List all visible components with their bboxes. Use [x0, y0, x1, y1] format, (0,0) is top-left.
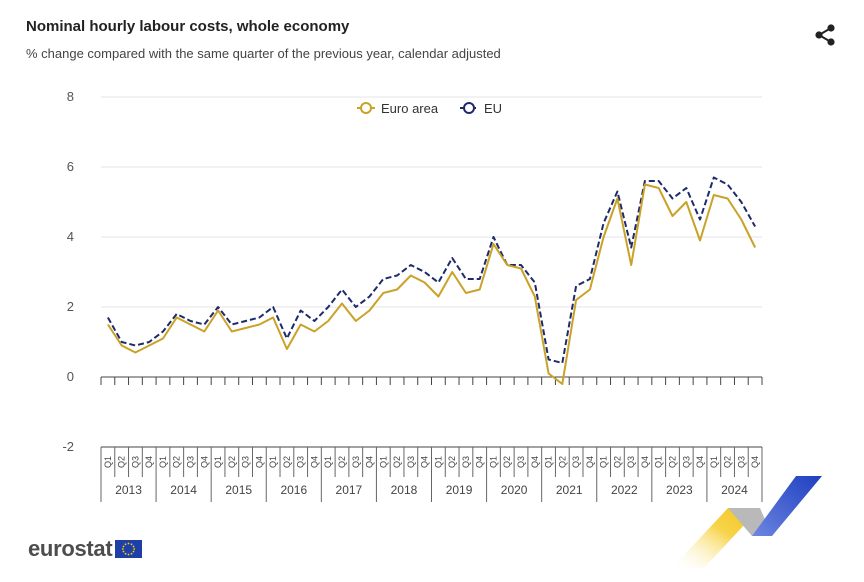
y-tick-label: -2 — [62, 439, 74, 454]
quarter-tick-label: Q1 — [488, 456, 498, 468]
year-tick-label: 2019 — [446, 483, 473, 497]
quarter-tick-label: Q1 — [709, 456, 719, 468]
quarter-tick-label: Q3 — [186, 456, 196, 468]
quarter-tick-label: Q2 — [282, 456, 292, 468]
year-tick-label: 2023 — [666, 483, 693, 497]
year-tick-label: 2015 — [225, 483, 252, 497]
quarter-tick-label: Q2 — [117, 456, 127, 468]
legend-label: EU — [484, 101, 502, 116]
y-tick-label: 2 — [67, 299, 74, 314]
quarter-tick-label: Q4 — [365, 456, 375, 468]
quarter-tick-label: Q3 — [241, 456, 251, 468]
legend-marker — [360, 102, 372, 114]
quarter-tick-label: Q1 — [544, 456, 554, 468]
quarter-tick-label: Q4 — [144, 456, 154, 468]
quarter-tick-label: Q4 — [585, 456, 595, 468]
year-tick-label: 2022 — [611, 483, 638, 497]
quarter-tick-label: Q3 — [296, 456, 306, 468]
quarter-tick-label: Q3 — [461, 456, 471, 468]
quarter-tick-label: Q1 — [378, 456, 388, 468]
quarter-tick-label: Q4 — [530, 456, 540, 468]
quarter-tick-label: Q1 — [268, 456, 278, 468]
quarter-tick-label: Q4 — [199, 456, 209, 468]
quarter-tick-label: Q3 — [406, 456, 416, 468]
quarter-tick-label: Q3 — [351, 456, 361, 468]
series-line-eu — [107, 176, 756, 364]
quarter-tick-label: Q4 — [420, 456, 430, 468]
quarter-tick-label: Q1 — [323, 456, 333, 468]
quarter-tick-label: Q3 — [130, 456, 140, 468]
quarter-tick-label: Q3 — [626, 456, 636, 468]
series-line-euro-area — [107, 183, 756, 385]
quarter-tick-label: Q3 — [736, 456, 746, 468]
quarter-tick-label: Q4 — [750, 456, 760, 468]
quarter-tick-label: Q4 — [640, 456, 650, 468]
y-tick-label: 6 — [67, 159, 74, 174]
y-tick-label: 0 — [67, 369, 74, 384]
quarter-tick-label: Q2 — [723, 456, 733, 468]
quarter-tick-label: Q2 — [612, 456, 622, 468]
quarter-tick-label: Q3 — [516, 456, 526, 468]
logo-text: eurostat — [28, 536, 113, 561]
quarter-tick-label: Q4 — [475, 456, 485, 468]
quarter-tick-label: Q3 — [681, 456, 691, 468]
year-tick-label: 2016 — [280, 483, 307, 497]
quarter-tick-label: Q2 — [502, 456, 512, 468]
quarter-tick-label: Q1 — [654, 456, 664, 468]
y-tick-label: 4 — [67, 229, 74, 244]
quarter-tick-label: Q4 — [695, 456, 705, 468]
quarter-tick-label: Q1 — [158, 456, 168, 468]
y-tick-label: 8 — [67, 89, 74, 104]
year-tick-label: 2017 — [336, 483, 363, 497]
quarter-tick-label: Q2 — [557, 456, 567, 468]
quarter-tick-label: Q1 — [103, 456, 113, 468]
quarter-tick-label: Q2 — [227, 456, 237, 468]
eu-flag-icon — [115, 540, 143, 558]
quarter-tick-label: Q3 — [571, 456, 581, 468]
year-tick-label: 2014 — [170, 483, 197, 497]
quarter-tick-label: Q2 — [667, 456, 677, 468]
year-tick-label: 2024 — [721, 483, 748, 497]
quarter-tick-label: Q2 — [392, 456, 402, 468]
quarter-tick-label: Q2 — [447, 456, 457, 468]
quarter-tick-label: Q4 — [309, 456, 319, 468]
quarter-tick-label: Q1 — [433, 456, 443, 468]
year-tick-label: 2013 — [115, 483, 142, 497]
chart-title: Nominal hourly labour costs, whole econo… — [26, 18, 350, 35]
chart-subtitle: % change compared with the same quarter … — [26, 46, 501, 61]
legend-label: Euro area — [381, 101, 439, 116]
quarter-tick-label: Q2 — [337, 456, 347, 468]
quarter-tick-label: Q1 — [213, 456, 223, 468]
eurostat-logo: eurostat — [28, 536, 143, 562]
year-tick-label: 2021 — [556, 483, 583, 497]
year-tick-label: 2018 — [391, 483, 418, 497]
year-tick-label: 2020 — [501, 483, 528, 497]
legend-marker — [463, 102, 475, 114]
quarter-tick-label: Q4 — [254, 456, 264, 468]
share-icon[interactable] — [812, 22, 838, 48]
quarter-tick-label: Q1 — [599, 456, 609, 468]
quarter-tick-label: Q2 — [172, 456, 182, 468]
